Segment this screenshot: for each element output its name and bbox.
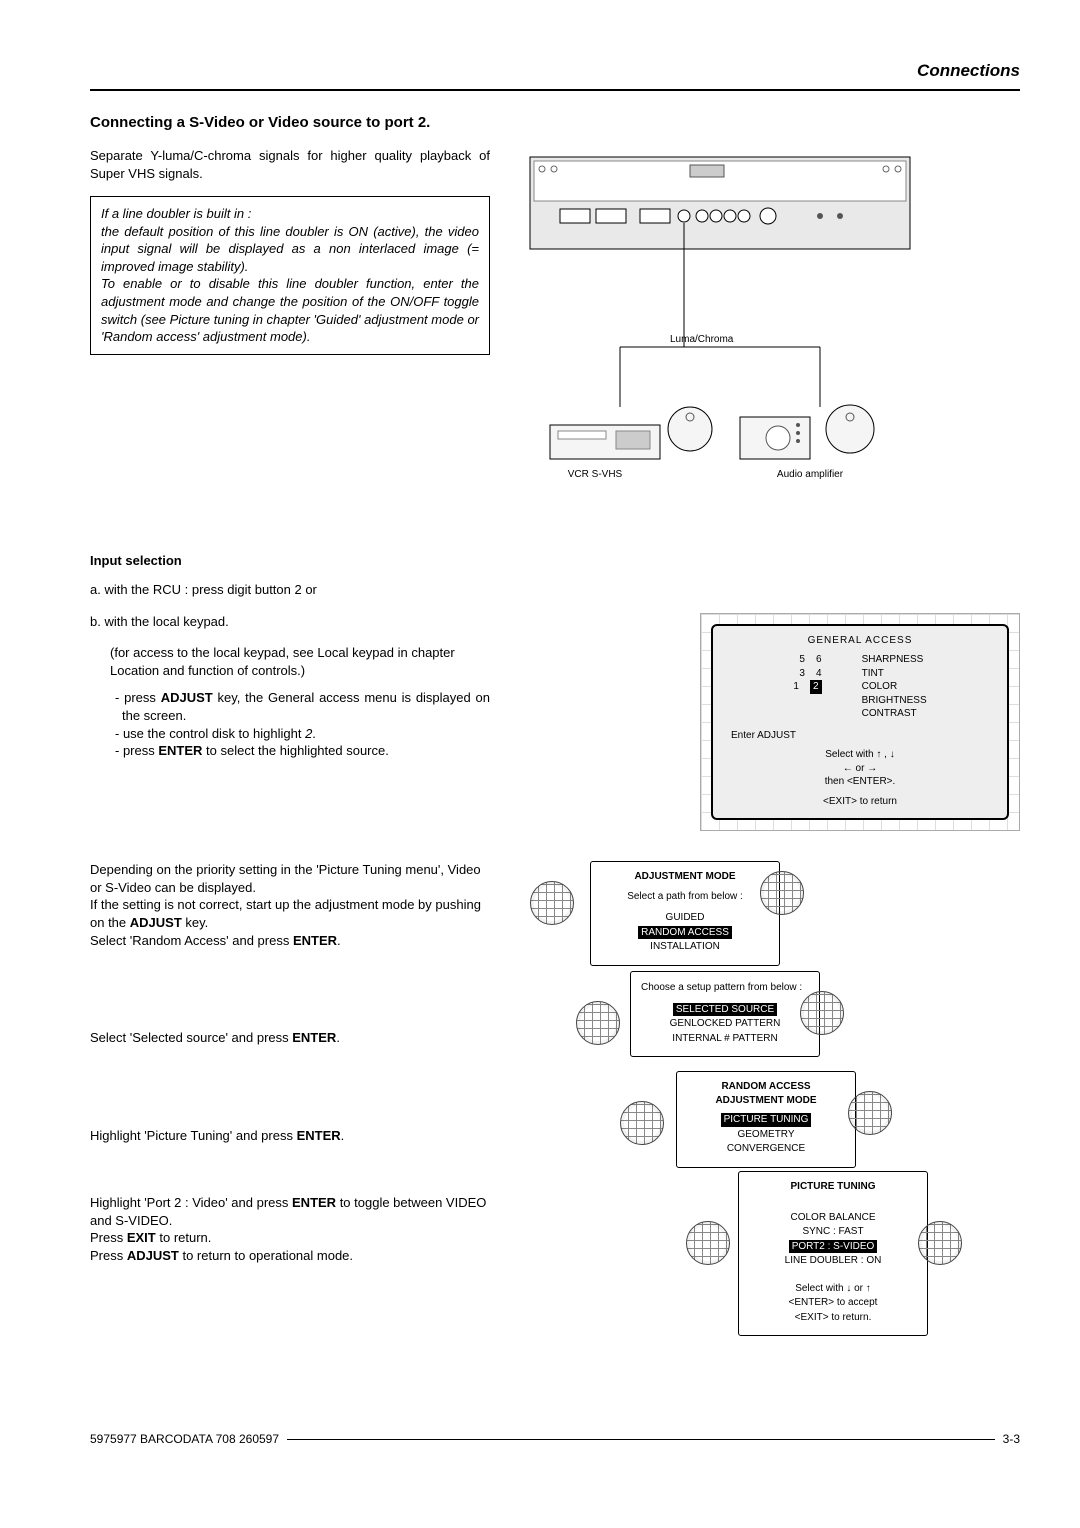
note-line1: If a line doubler is built in : <box>101 205 479 223</box>
diagram-vcr-label: VCR S-VHS <box>568 469 623 480</box>
osd-exit: <EXIT> to return <box>723 795 997 809</box>
connection-diagram: Luma/Chroma VCR S-VHS Audio amplifier <box>520 147 920 497</box>
flow-p1a: Depending on the priority setting in the… <box>90 861 490 896</box>
input-b: b. with the local keypad. <box>90 613 490 631</box>
section-title: Connecting a S-Video or Video source to … <box>90 113 1020 133</box>
input-b2: - press ADJUST key, the General access m… <box>110 689 490 724</box>
globe-icon <box>530 881 574 925</box>
diagram-cable-label: Luma/Chroma <box>670 334 734 345</box>
osd-title: GENERAL ACCESS <box>723 634 997 648</box>
flow-p4a: Highlight 'Port 2 : Video' and press ENT… <box>90 1194 490 1229</box>
intro-text: Separate Y-luma/C-chroma signals for hig… <box>90 147 490 182</box>
menu-adjustment-mode: ADJUSTMENT MODE Select a path from below… <box>590 861 780 966</box>
menu-random-access: RANDOM ACCESS ADJUSTMENT MODE PICTURE TU… <box>676 1071 856 1168</box>
input-b4: - press ENTER to select the highlighted … <box>110 742 490 760</box>
note-line2: the default position of this line double… <box>101 223 479 276</box>
globe-icon <box>760 871 804 915</box>
globe-icon <box>848 1091 892 1135</box>
input-b3: - use the control disk to highlight 2. <box>110 725 490 743</box>
menu-setup-pattern: Choose a setup pattern from below : SELE… <box>630 971 820 1057</box>
globe-icon <box>686 1221 730 1265</box>
page-footer: 5975977 BARCODATA 708 260597 3-3 <box>90 1431 1020 1447</box>
globe-icon <box>800 991 844 1035</box>
osd-general-access: GENERAL ACCESS 5 6 3 4 1 2 SHARPNESS TIN… <box>700 613 1020 832</box>
osd-enter: Enter ADJUST <box>731 729 997 743</box>
globe-icon <box>918 1221 962 1265</box>
footer-left: 5975977 BARCODATA 708 260597 <box>90 1431 279 1447</box>
globe-icon <box>576 1001 620 1045</box>
header-rule <box>90 89 1020 91</box>
menu-cascade: ADJUSTMENT MODE Select a path from below… <box>520 861 1020 1371</box>
menu-picture-tuning: PICTURE TUNING COLOR BALANCE SYNC : FAST… <box>738 1171 928 1336</box>
globe-icon <box>620 1101 664 1145</box>
note-box: If a line doubler is built in : the defa… <box>90 196 490 354</box>
flow-p1c: Select 'Random Access' and press ENTER. <box>90 932 490 950</box>
input-a: a. with the RCU : press digit button 2 o… <box>90 581 1020 599</box>
page-header: Connections <box>90 60 1020 83</box>
flow-p4c: Press ADJUST to return to operational mo… <box>90 1247 490 1265</box>
note-line3: To enable or to disable this line double… <box>101 275 479 345</box>
input-selection-heading: Input selection <box>90 552 1020 570</box>
footer-right: 3-3 <box>1003 1431 1020 1447</box>
osd-highlight-2: 2 <box>810 680 822 694</box>
flow-p2: Select 'Selected source' and press ENTER… <box>90 1029 490 1047</box>
flow-p4b: Press EXIT to return. <box>90 1229 490 1247</box>
footer-rule <box>287 1439 995 1440</box>
flow-p3: Highlight 'Picture Tuning' and press ENT… <box>90 1127 490 1145</box>
input-b1: (for access to the local keypad, see Loc… <box>110 644 490 679</box>
diagram-amp-label: Audio amplifier <box>777 469 844 480</box>
flow-p1b: If the setting is not correct, start up … <box>90 896 490 931</box>
